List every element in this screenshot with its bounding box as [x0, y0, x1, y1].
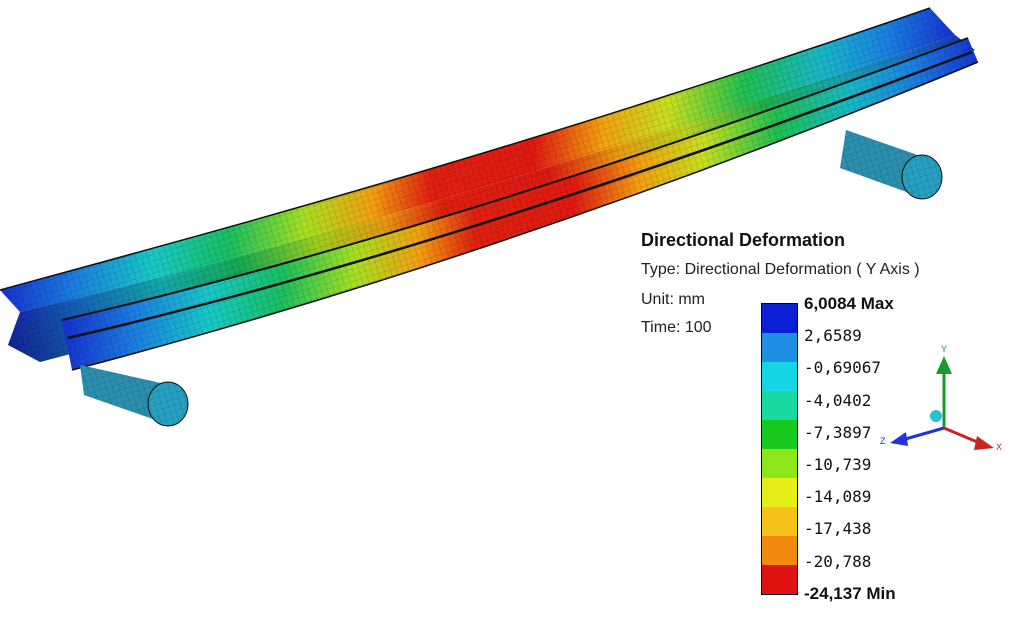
color-band-6 — [762, 478, 797, 507]
legend-time: Time: 100 — [641, 319, 712, 336]
color-band-3 — [762, 391, 797, 420]
level-label-5: -10,739 — [804, 455, 872, 474]
color-band-2 — [762, 362, 797, 391]
level-label-0: 6,0084 Max — [804, 294, 894, 313]
level-label-3: -4,0402 — [804, 390, 872, 410]
roller-support-front — [80, 365, 189, 427]
level-label-7: -17,438 — [804, 519, 872, 539]
beam-body — [0, 7, 979, 371]
level-label-8: -20,788 — [804, 551, 872, 571]
color-band-5 — [762, 449, 797, 478]
y-axis-label: Y — [941, 344, 947, 354]
level-label-2: -0,69067 — [804, 358, 882, 378]
legend-type: Type: Directional Deformation ( Y Axis ) — [641, 261, 920, 278]
legend-unit: Unit: mm — [641, 291, 705, 308]
color-band-0 — [762, 304, 797, 333]
coordinate-triad[interactable]: Y Z X — [878, 340, 1008, 465]
triad-origin-ball — [930, 410, 942, 422]
x-axis-label: X — [996, 442, 1002, 452]
z-axis-arrow — [890, 426, 945, 446]
roller-support-back — [840, 130, 943, 200]
legend-title: Directional Deformation — [641, 230, 846, 250]
level-label-9: -24,137 Min — [804, 583, 896, 603]
level-label-6: -14,089 — [804, 487, 872, 507]
z-axis-label: Z — [880, 436, 886, 446]
z-axis-head — [890, 432, 908, 446]
x-axis-head — [974, 436, 994, 450]
x-axis-line — [943, 426, 983, 446]
color-band-9 — [762, 565, 797, 594]
color-band-8 — [762, 536, 797, 565]
y-axis-arrow — [936, 356, 952, 428]
color-band-1 — [762, 333, 797, 362]
color-band-4 — [762, 420, 797, 449]
z-axis-line — [901, 426, 945, 442]
level-label-4: -7,3897 — [804, 422, 872, 442]
contour-color-bar — [761, 303, 798, 595]
level-label-1: 2,6589 — [804, 326, 862, 346]
color-band-7 — [762, 507, 797, 536]
y-axis-head — [936, 356, 952, 374]
x-axis-arrow — [943, 426, 994, 450]
